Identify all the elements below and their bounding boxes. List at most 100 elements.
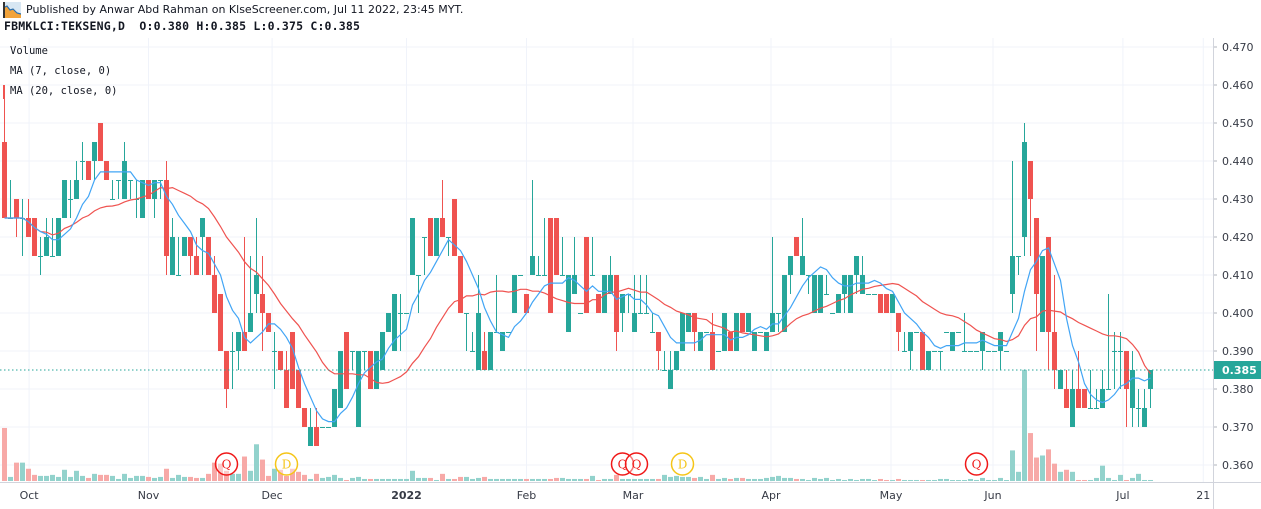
candle[interactable] — [1070, 370, 1075, 427]
candle[interactable] — [50, 218, 55, 257]
candle[interactable] — [944, 332, 949, 333]
candle[interactable] — [536, 256, 541, 276]
candle[interactable] — [1100, 370, 1105, 408]
candle[interactable] — [236, 332, 241, 370]
candle[interactable] — [284, 351, 289, 408]
candle[interactable] — [734, 313, 739, 351]
candle[interactable] — [656, 332, 661, 370]
candle[interactable] — [26, 199, 31, 237]
candle[interactable] — [410, 218, 415, 275]
candle[interactable] — [20, 199, 25, 256]
candle[interactable] — [1064, 370, 1069, 408]
candle[interactable] — [716, 351, 721, 352]
candle[interactable] — [1034, 218, 1039, 351]
candle[interactable] — [980, 332, 985, 370]
candle[interactable] — [338, 351, 343, 408]
candle[interactable] — [926, 351, 931, 370]
candle[interactable] — [368, 351, 373, 389]
candle[interactable] — [230, 332, 235, 389]
candle[interactable] — [116, 180, 121, 199]
candle[interactable] — [128, 180, 133, 199]
candle[interactable] — [644, 275, 649, 314]
candle[interactable] — [362, 351, 367, 370]
candle[interactable] — [914, 332, 919, 333]
quarterly-report-marker[interactable]: Q — [964, 452, 989, 476]
legend-volume[interactable]: Volume — [10, 45, 48, 57]
candle[interactable] — [812, 275, 817, 313]
candle[interactable] — [86, 161, 91, 180]
candle[interactable] — [530, 180, 535, 275]
candle[interactable] — [254, 218, 259, 313]
candle[interactable] — [542, 218, 547, 276]
candle[interactable] — [200, 218, 205, 275]
legend-ma7[interactable]: MA (7, close, 0) — [10, 65, 112, 77]
candle[interactable] — [1082, 389, 1087, 408]
candle[interactable] — [56, 218, 61, 256]
candle[interactable] — [1010, 161, 1015, 313]
candle[interactable] — [890, 294, 895, 313]
candle[interactable] — [206, 237, 211, 275]
candle[interactable] — [182, 237, 187, 256]
candle[interactable] — [242, 237, 247, 351]
candle[interactable] — [170, 218, 175, 275]
candle[interactable] — [794, 237, 799, 256]
candle[interactable] — [584, 237, 589, 313]
candle[interactable] — [722, 313, 727, 351]
candle[interactable] — [1088, 370, 1093, 409]
candle[interactable] — [614, 275, 619, 351]
candle[interactable] — [308, 408, 313, 446]
candle[interactable] — [686, 313, 691, 332]
candle[interactable] — [1136, 389, 1141, 427]
candle[interactable] — [902, 332, 907, 352]
candle[interactable] — [1112, 332, 1117, 389]
candle[interactable] — [2, 85, 7, 218]
legend-ma20[interactable]: MA (20, close, 0) — [10, 85, 118, 97]
candle[interactable] — [1094, 389, 1099, 409]
candle[interactable] — [1046, 237, 1051, 370]
candle[interactable] — [38, 237, 43, 275]
candle[interactable] — [674, 351, 679, 370]
candle[interactable] — [710, 313, 715, 370]
candle[interactable] — [140, 180, 145, 218]
candle[interactable] — [590, 237, 595, 276]
candle[interactable] — [290, 332, 295, 389]
candle[interactable] — [626, 294, 631, 313]
candle[interactable] — [836, 294, 841, 313]
candle[interactable] — [32, 218, 37, 256]
candle[interactable] — [1004, 351, 1009, 352]
candle[interactable] — [92, 142, 97, 180]
candle[interactable] — [920, 332, 925, 370]
candle[interactable] — [554, 218, 559, 275]
candle[interactable] — [854, 256, 859, 294]
candle[interactable] — [248, 256, 253, 332]
candle[interactable] — [770, 237, 775, 332]
candle[interactable] — [80, 142, 85, 180]
candle[interactable] — [482, 332, 487, 370]
candle[interactable] — [326, 427, 331, 428]
dividend-marker[interactable]: D — [670, 452, 695, 476]
candle[interactable] — [848, 275, 853, 313]
candle[interactable] — [1142, 389, 1147, 427]
candle[interactable] — [452, 199, 457, 256]
candle[interactable] — [998, 332, 1003, 370]
candle[interactable] — [44, 218, 49, 256]
candle[interactable] — [224, 351, 229, 408]
candle[interactable] — [608, 256, 613, 294]
candle[interactable] — [512, 275, 517, 313]
candle[interactable] — [110, 180, 115, 200]
candle[interactable] — [320, 427, 325, 428]
price-axis[interactable]: 0.470 0.460 0.450 0.440 0.430 0.420 0.410 0.400… — [0, 38, 1261, 509]
dividend-marker[interactable]: D — [274, 452, 299, 476]
candle[interactable] — [1130, 351, 1135, 427]
candle[interactable] — [494, 275, 499, 333]
candle[interactable] — [986, 351, 991, 352]
candle[interactable] — [164, 161, 169, 275]
candle[interactable] — [272, 332, 277, 389]
candle[interactable] — [1124, 351, 1129, 427]
candle[interactable] — [146, 180, 151, 199]
candle[interactable] — [860, 256, 865, 294]
candle[interactable] — [872, 294, 877, 295]
candle[interactable] — [506, 332, 511, 333]
candle[interactable] — [278, 351, 283, 370]
